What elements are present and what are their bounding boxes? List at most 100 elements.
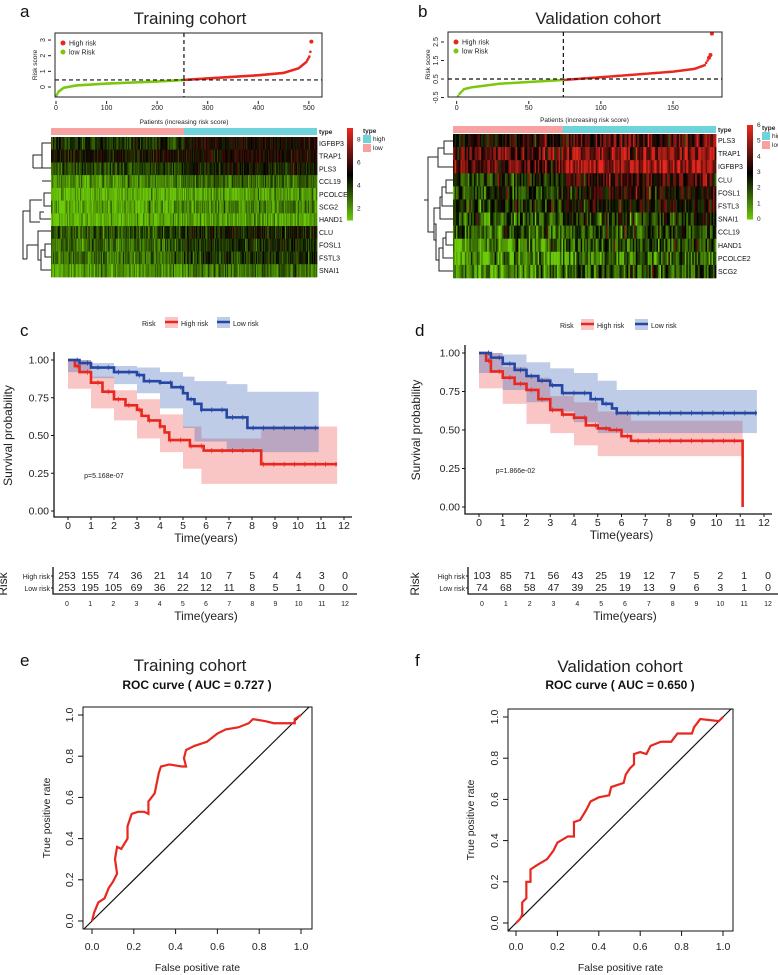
heatmap-cell xyxy=(162,137,164,151)
heatmap-cell xyxy=(236,162,238,176)
heatmap-cell xyxy=(156,149,158,163)
heatmap-cell xyxy=(251,162,253,176)
heatmap-cell xyxy=(116,137,118,151)
heatmap-cell xyxy=(195,187,197,201)
heatmap-cell xyxy=(260,187,262,201)
heatmap-cell xyxy=(72,162,74,176)
heatmap-cell xyxy=(107,238,109,252)
heatmap-cell xyxy=(166,226,168,240)
heatmap-cell xyxy=(283,137,285,151)
heatmap-cell xyxy=(199,162,201,176)
heatmap-cell xyxy=(268,149,270,163)
heatmap-cell xyxy=(278,137,280,151)
heatmap-cell xyxy=(236,213,237,227)
heatmap-cell xyxy=(55,149,57,163)
heatmap-cell xyxy=(180,226,182,240)
heatmap-cell xyxy=(118,137,120,151)
heatmap-cell xyxy=(147,200,149,214)
heatmap-cell xyxy=(248,175,250,189)
heatmap-cell xyxy=(84,149,86,163)
heatmap-cell xyxy=(77,238,79,252)
heatmap-cell xyxy=(133,162,135,176)
heatmap-cell xyxy=(171,200,173,214)
heatmap-cell xyxy=(72,149,73,163)
heatmap-cell xyxy=(118,213,120,227)
heatmap-cell xyxy=(111,137,113,151)
heatmap-cell xyxy=(246,149,247,163)
heatmap-cell xyxy=(99,149,101,163)
heatmap-cell xyxy=(62,213,64,227)
heatmap-cell xyxy=(165,238,167,252)
heatmap-cell xyxy=(146,175,148,189)
heatmap-cell xyxy=(128,238,130,252)
heatmap-cell xyxy=(198,200,200,214)
heatmap-cell xyxy=(135,162,137,176)
heatmap-cell xyxy=(251,226,253,240)
heatmap-cell xyxy=(175,149,177,163)
heatmap-cell xyxy=(129,187,131,201)
heatmap-cell xyxy=(279,200,281,214)
heatmap-cell xyxy=(77,175,79,189)
heatmap-cell xyxy=(63,238,65,252)
heatmap-cell xyxy=(188,238,190,252)
heatmap-cell xyxy=(101,175,103,189)
heatmap-cell xyxy=(77,187,79,201)
heatmap-cell xyxy=(284,137,286,151)
heatmap-cell xyxy=(85,149,87,163)
heatmap-cell xyxy=(66,187,68,201)
heatmap-cell xyxy=(153,149,155,163)
heatmap-cell xyxy=(263,162,265,176)
heatmap-cell xyxy=(294,187,296,201)
heatmap-cell xyxy=(94,238,96,252)
heatmap-cell xyxy=(168,213,170,227)
heatmap-cell xyxy=(181,213,183,227)
heatmap-cell xyxy=(106,162,108,176)
heatmap-cell xyxy=(62,200,63,214)
heatmap-cell xyxy=(177,137,179,151)
heatmap-cell xyxy=(96,238,98,252)
heatmap-cell xyxy=(119,137,121,151)
heatmap-cell xyxy=(133,238,134,252)
heatmap-cell xyxy=(171,187,173,201)
heatmap-cell xyxy=(249,162,251,176)
heatmap-cell xyxy=(212,187,214,201)
heatmap-cell xyxy=(134,238,136,252)
heatmap-cell xyxy=(196,149,198,163)
heatmap-cell xyxy=(68,226,70,240)
heatmap-cell xyxy=(169,137,171,151)
heatmap-cell xyxy=(103,200,104,214)
heatmap-cell xyxy=(66,137,68,151)
heatmap-cell xyxy=(98,200,100,214)
heatmap-cell xyxy=(189,149,191,163)
heatmap-cell xyxy=(119,213,121,227)
heatmap-cell xyxy=(222,137,224,151)
heatmap-cell xyxy=(243,238,245,252)
heatmap-cell xyxy=(119,238,121,252)
heatmap-cell xyxy=(305,175,307,189)
heatmap-cell xyxy=(277,175,279,189)
heatmap-cell xyxy=(98,213,100,227)
heatmap-cell xyxy=(93,238,95,252)
heatmap-cell xyxy=(245,238,247,252)
heatmap-cell xyxy=(65,175,67,189)
heatmap-cell xyxy=(136,137,138,151)
heatmap-cell xyxy=(116,226,118,240)
heatmap-cell xyxy=(284,226,286,240)
heatmap-cell xyxy=(255,226,257,240)
heatmap-cell xyxy=(156,175,158,189)
heatmap-cell xyxy=(105,187,107,201)
heatmap-cell xyxy=(266,226,268,240)
heatmap-cell xyxy=(207,200,209,214)
heatmap-cell xyxy=(97,238,99,252)
heatmap-cell xyxy=(254,200,256,214)
heatmap-cell xyxy=(189,187,191,201)
heatmap-cell xyxy=(253,213,255,227)
heatmap-cell xyxy=(139,187,141,201)
heatmap-cell xyxy=(104,238,106,252)
heatmap-cell xyxy=(85,238,87,252)
heatmap-cell xyxy=(220,137,222,151)
heatmap-cell xyxy=(55,162,57,176)
heatmap-cell xyxy=(117,213,119,227)
heatmap-cell xyxy=(237,137,239,151)
heatmap-cell xyxy=(289,200,291,214)
